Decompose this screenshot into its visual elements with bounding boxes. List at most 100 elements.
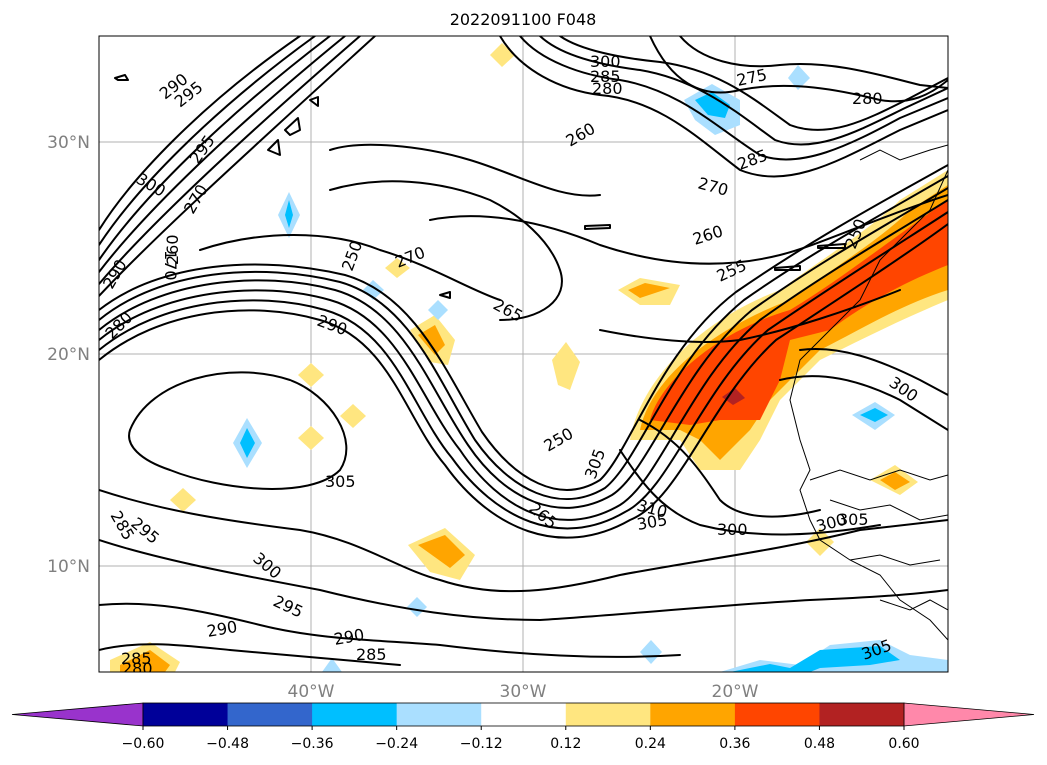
contour-label: 300 [590,52,621,71]
contour-label: 260 [163,234,182,265]
contour-line [99,36,316,246]
contour-label: 170 [161,250,180,281]
colorbar-segment [396,703,482,726]
colorbar-segment [312,703,398,726]
contour-line [99,643,401,666]
positive-anomaly-shading [722,388,745,405]
shaded-field [110,43,948,672]
map-panel: 290 295 300 285 280 275 280 260 285 270 … [99,36,948,678]
contour-line [99,223,948,539]
contour-label: 305 [838,510,869,529]
contour-label: 285 [590,67,621,86]
longitude-labels: 40°W 30°W 20°W [288,682,759,702]
contour-line [99,602,681,658]
contour-label: 285 [121,649,152,668]
colorbar-segment [481,703,567,726]
contour-line [309,96,319,107]
contour-line [599,289,901,343]
lon-label-40w: 40°W [288,682,335,702]
coastline [859,144,948,161]
contour-line [99,164,948,491]
contour-label: 300 [717,520,748,539]
contour-line [99,199,948,521]
height-contours [99,36,948,666]
positive-anomaly-shading [120,650,170,672]
contour-label: 305 [325,472,356,491]
coastline [829,499,948,521]
coastlines [789,144,948,641]
positive-anomaly-shading [385,258,410,278]
positive-anomaly-shading [880,472,910,490]
positive-anomaly-shading [298,426,324,450]
contour-line [99,36,331,261]
contour-label: 285 [356,645,387,664]
positive-anomaly-shading [298,363,324,387]
lat-label-20n: 20°N [47,345,90,365]
contour-line [329,143,601,197]
lon-label-30w: 30°W [500,682,547,702]
contour-line [429,194,948,265]
coastline [849,554,941,566]
contour-line [99,36,301,231]
contour-line [649,36,948,103]
contour-line [519,36,948,161]
contour-line [619,449,881,536]
positive-anomaly-shading [418,325,445,355]
colorbar-segment [227,703,313,726]
contour-line [99,539,948,621]
colorbar-segment [565,703,651,726]
colorbar-segment [819,703,905,726]
colorbar-tick-label: 0.36 [719,736,750,752]
contour-line [99,36,376,297]
negative-anomaly-shading [428,300,448,320]
colorbar-tick-label: −0.12 [460,736,503,752]
colorbar-tick-label: 0.12 [550,736,581,752]
negative-anomaly-shading [695,92,730,118]
negative-anomaly-shading [322,658,342,672]
lat-label-10n: 10°N [47,557,90,577]
lat-label-30n: 30°N [47,133,90,153]
positive-anomaly-shading [552,342,580,390]
map-frame [98,35,949,673]
contour-line [267,139,281,156]
positive-anomaly-shading [340,404,366,428]
positive-anomaly-shading [650,200,948,425]
contour-line [99,489,948,593]
colorbar-segment [143,703,229,726]
colorbar-tick-label: 0.24 [635,736,666,752]
contour-line [284,117,301,136]
colorbar-tick-label: 0.48 [804,736,835,752]
negative-anomaly-shading [640,640,662,664]
colorbar-segment [650,703,736,726]
contour-line [499,36,948,178]
contour-label: 280 [122,659,153,678]
contour-line [199,234,501,301]
negative-anomaly-shading [407,597,427,617]
colorbar: −0.60 −0.48 −0.36 −0.24 −0.12 0.12 0.24 0.36 0.4… [11,702,1035,752]
contour-line [539,36,948,146]
contour-line [679,36,948,89]
figure-title: 2022091100 F048 [450,10,597,29]
contour-line [799,348,948,396]
colorbar-segment [734,703,820,726]
positive-anomaly-shading [628,283,670,298]
contour-line [114,74,129,81]
contour-label: 280 [852,89,883,108]
negative-anomaly-shading [285,200,293,228]
latitude-labels: 30°N 20°N 10°N [47,133,90,577]
positive-anomaly-shading [806,528,834,556]
coastline [809,469,948,481]
contour-label: 280 [592,79,623,98]
contour-line [439,291,451,299]
coastline [789,169,948,641]
colorbar-over-arrow [903,702,1035,727]
colorbar-tick-label: −0.60 [122,736,165,752]
contour-line [817,243,846,249]
coastline [879,599,948,611]
colorbar-tick-label: −0.36 [291,736,334,752]
contour-line [584,224,611,230]
contour-line [128,371,348,490]
negative-anomaly-shading [860,408,888,422]
colorbar-tick-label: 0.60 [888,736,919,752]
